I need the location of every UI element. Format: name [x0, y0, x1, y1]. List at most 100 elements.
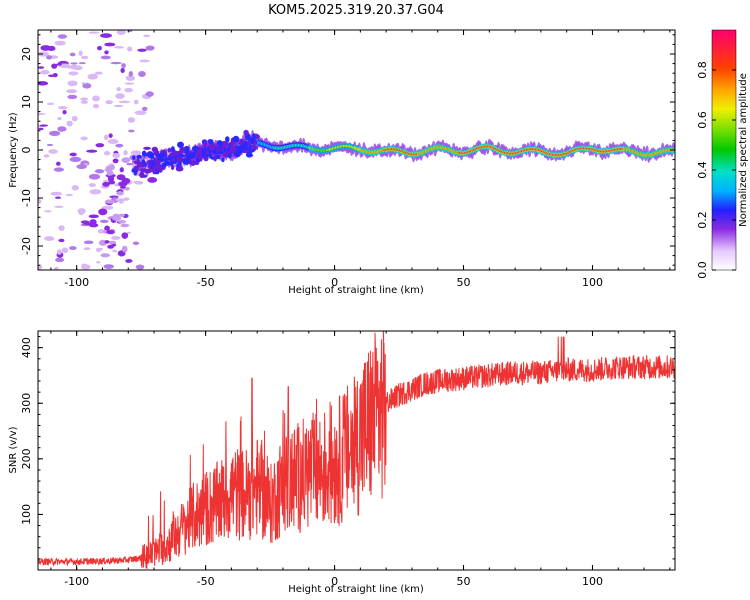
spectral-cell: [227, 152, 232, 159]
snr-xlabel: Height of straight line (km): [288, 584, 424, 595]
noise-blob: [69, 152, 77, 157]
noise-blob: [46, 102, 55, 106]
y-tick-label: 20: [20, 47, 33, 61]
noise-blob: [53, 167, 64, 172]
noise-blob: [102, 181, 110, 187]
noise-blob: [82, 82, 92, 89]
spectral-cell: [175, 166, 184, 172]
noise-blob: [67, 94, 78, 100]
noise-blob: [112, 153, 121, 158]
noise-blob: [95, 143, 105, 148]
noise-blob: [145, 45, 155, 51]
noise-blob: [133, 99, 139, 105]
noise-blob: [78, 62, 86, 65]
spectrogram-xlabel: Height of straight line (km): [288, 285, 424, 296]
spectral-cell: [167, 147, 172, 153]
noise-blob: [55, 257, 65, 263]
noise-blob: [94, 71, 103, 75]
spectral-cell: [173, 155, 178, 159]
noise-blob: [112, 249, 118, 253]
noise-blob: [121, 63, 126, 69]
spectral-cell: [136, 154, 142, 159]
x-tick-label: 100: [582, 575, 603, 588]
spectral-cell: [156, 159, 161, 164]
colorbar-frame: [711, 29, 737, 271]
noise-blob: [81, 82, 86, 85]
colorbar-tick-label: 0.4: [696, 161, 709, 179]
noise-blob: [109, 164, 115, 171]
spectral-cell: [168, 160, 175, 166]
colorbar-tick-label: 0.2: [696, 211, 709, 229]
noise-blob: [69, 156, 82, 163]
noise-blob: [38, 81, 49, 86]
noise-blob: [119, 185, 127, 189]
noise-blob: [125, 258, 133, 263]
spectral-cell: [232, 135, 240, 143]
noise-blob: [123, 197, 130, 201]
noise-blob: [104, 240, 110, 244]
y-tick-label: 300: [20, 393, 33, 414]
noise-blob: [115, 198, 127, 202]
noise-blob: [83, 240, 94, 245]
noise-blob: [39, 124, 49, 127]
noise-blob: [115, 143, 124, 148]
spectrogram-marks: [38, 30, 675, 270]
noise-blob: [124, 82, 135, 85]
noise-blob: [38, 51, 49, 57]
spectral-cell: [247, 140, 252, 146]
noise-blob: [133, 180, 143, 184]
spectral-cell: [213, 144, 220, 149]
spectral-cell: [169, 152, 178, 157]
noise-blob: [124, 88, 133, 93]
noise-blob: [38, 112, 46, 116]
noise-blob: [102, 229, 108, 234]
spectral-cell: [177, 141, 184, 148]
noise-blob: [40, 69, 50, 75]
noise-blob: [112, 158, 119, 164]
noise-blob: [66, 89, 78, 94]
spectral-cell: [133, 165, 140, 171]
spectral-cell: [164, 156, 168, 163]
noise-blob: [103, 134, 109, 141]
noise-blob: [110, 61, 122, 65]
noise-blob: [132, 241, 140, 246]
snr-frame: [37, 330, 676, 571]
noise-blob: [57, 34, 68, 39]
noise-blob: [135, 264, 145, 270]
noise-blob: [94, 169, 105, 174]
spectral-cell: [229, 146, 237, 154]
noise-blob: [126, 162, 133, 166]
spectral-cell: [179, 146, 186, 154]
noise-blob: [76, 164, 87, 170]
spectral-cell: [143, 146, 151, 150]
noise-blob: [103, 264, 114, 269]
spectral-cell: [150, 161, 154, 168]
noise-blob: [114, 46, 125, 49]
noise-blob: [89, 189, 102, 195]
noise-blob: [100, 219, 109, 224]
noise-blob: [83, 222, 94, 226]
spectral-cell: [195, 150, 203, 156]
noise-blob: [120, 67, 125, 74]
y-tick-label: 400: [20, 337, 33, 358]
noise-blob: [125, 75, 136, 81]
y-tick-label: 0: [20, 147, 33, 154]
spectral-cell: [170, 146, 175, 153]
noise-blob: [116, 191, 124, 196]
noise-blob: [113, 104, 124, 108]
noise-blob: [130, 150, 142, 156]
noise-blob: [97, 229, 105, 234]
noise-blob: [100, 33, 112, 38]
spectral-cell: [141, 174, 148, 178]
noise-blob: [143, 34, 151, 38]
noise-blob: [78, 210, 84, 216]
noise-blob: [38, 265, 43, 269]
noise-blob: [96, 261, 101, 264]
noise-blob: [58, 225, 65, 231]
noise-blob: [108, 133, 113, 138]
noise-blob: [121, 245, 128, 253]
noise-blob: [120, 223, 130, 228]
spectral-cell: [131, 169, 137, 173]
noise-blob: [81, 263, 88, 267]
